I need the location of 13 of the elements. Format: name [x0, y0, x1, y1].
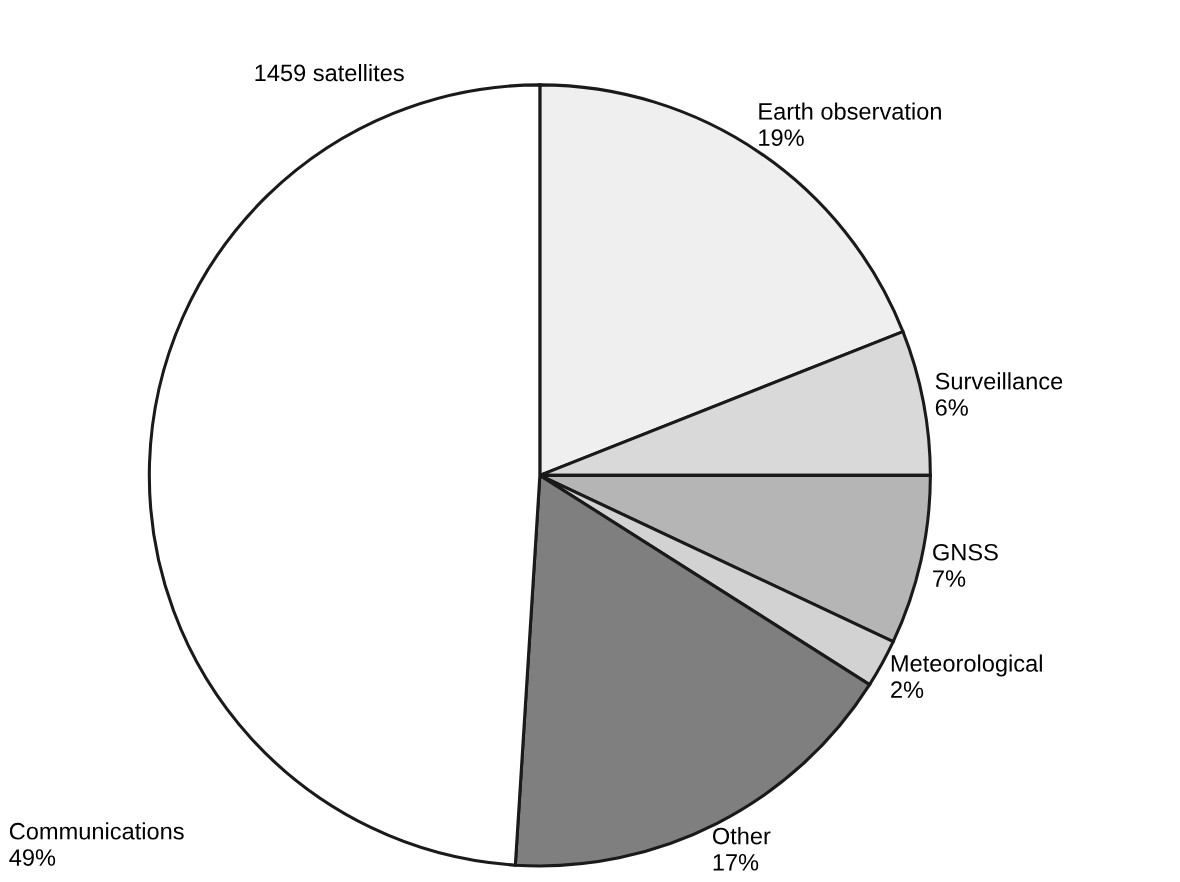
text: 1459 satellites: [255, 63, 404, 82]
data-label: 6%: [935, 399, 968, 416]
data-label: 19%: [759, 129, 804, 147]
data-label: 17%: [713, 854, 759, 871]
slice-label: Surveillance: [935, 372, 1063, 390]
data-label: 49%: [9, 849, 56, 866]
slice-label: Meteorological: [891, 654, 1042, 677]
slice-label: Earth observation: [759, 102, 941, 120]
slice-label: Other: [712, 827, 771, 845]
data-label: 7%: [933, 570, 966, 587]
data-label: 2%: [891, 681, 924, 698]
slice-label: GNSS: [933, 543, 998, 561]
slice-label: Communications: [9, 822, 184, 840]
